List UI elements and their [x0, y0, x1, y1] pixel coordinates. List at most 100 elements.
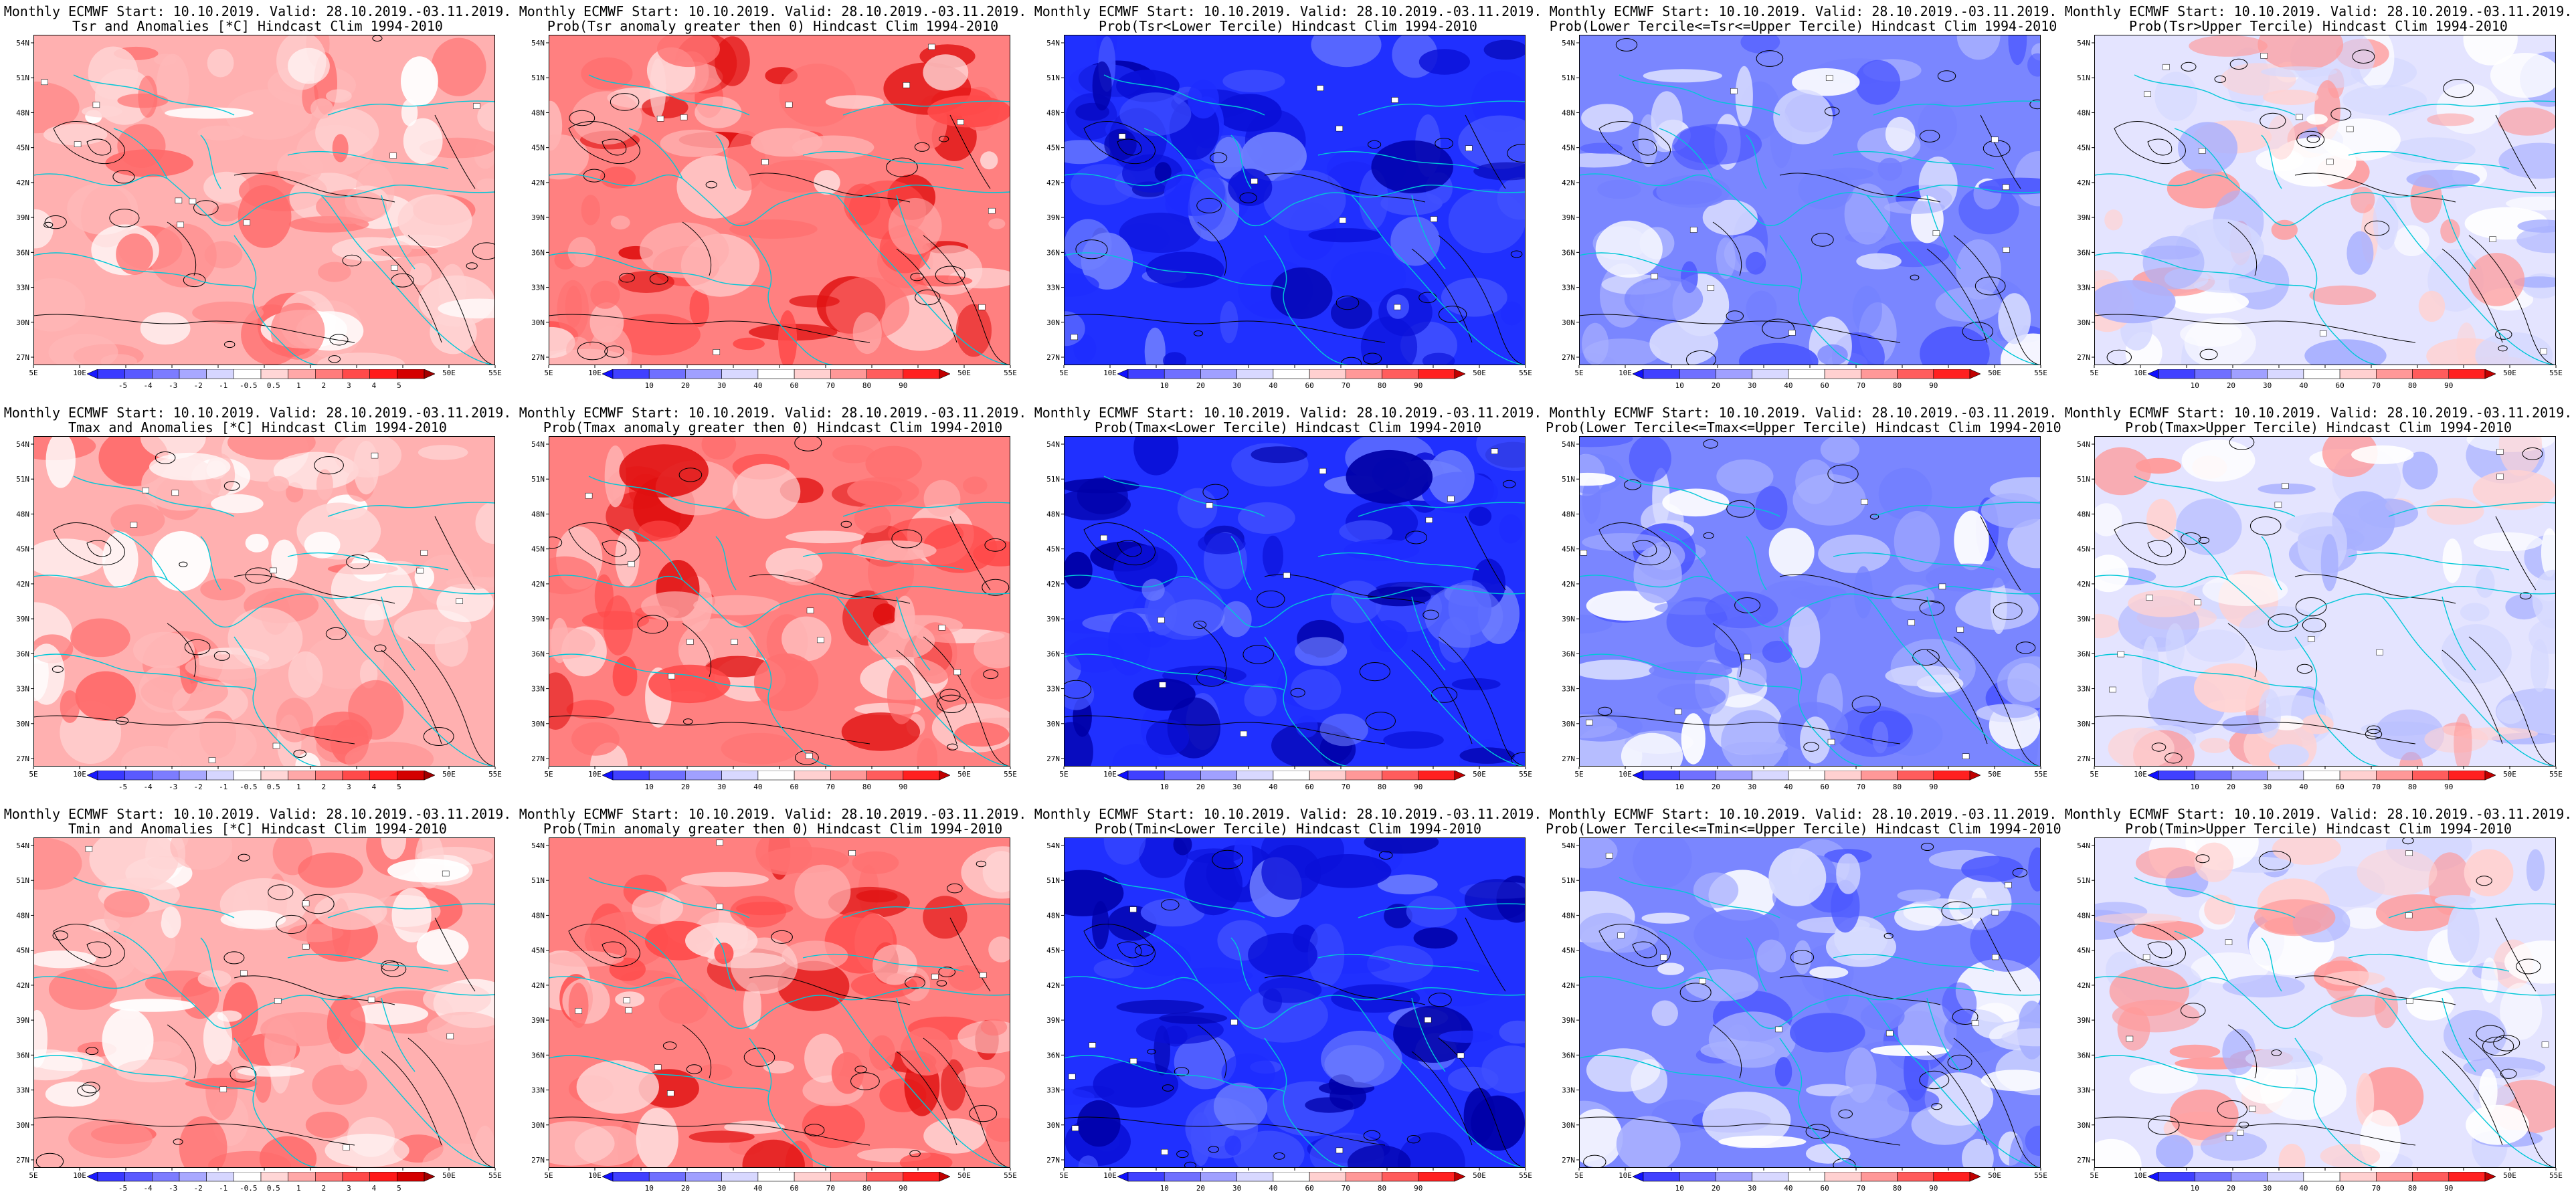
lat-tick-label: 33N — [1562, 284, 1575, 292]
panel-title-line1: Monthly ECMWF Start: 10.10.2019. Valid: … — [2064, 806, 2573, 822]
lon-tick-label: 5E — [1059, 770, 1068, 779]
lon-tick-label: 55E — [488, 770, 502, 779]
lat-tick-label: 36N — [531, 248, 545, 257]
lat-tick-label: 39N — [16, 1016, 29, 1025]
map-panel-anomaly: Monthly ECMWF Start: 10.10.2019. Valid: … — [0, 401, 515, 803]
lat-tick-label: 45N — [531, 545, 545, 554]
colorbar-label: 80 — [862, 783, 871, 791]
map-field — [1064, 35, 1526, 365]
colorbar-label: 70 — [1857, 1184, 1865, 1193]
lat-tick-label: 30N — [531, 720, 545, 728]
lat-tick-label: 39N — [1046, 213, 1060, 222]
lat-tick-label: 30N — [16, 720, 29, 728]
colorbar-label: -2 — [194, 783, 203, 791]
colorbar-label: -4 — [143, 783, 153, 791]
colorbar-label: 60 — [1305, 381, 1313, 390]
map-plot-area — [1579, 35, 2041, 365]
map-panel-lower: Monthly ECMWF Start: 10.10.2019. Valid: … — [1030, 0, 1546, 401]
lat-tick-label: 39N — [1046, 1016, 1060, 1025]
lat-tick-label: 27N — [1046, 353, 1060, 362]
lat-tick-label: 33N — [1046, 685, 1060, 694]
lat-tick-label: 42N — [16, 179, 29, 187]
colorbar: 10 20 30 40 60 70 80 90 — [2148, 1172, 2496, 1193]
lon-tick-label: 5E — [29, 770, 37, 779]
map-panel-middle: Monthly ECMWF Start: 10.10.2019. Valid: … — [1546, 0, 2061, 401]
lat-tick-label: 54N — [531, 39, 545, 47]
map-field — [1579, 35, 2041, 365]
lat-tick-label: 27N — [1562, 755, 1575, 763]
colorbar-label: -2 — [194, 1184, 203, 1193]
colorbar-label: 90 — [899, 381, 907, 390]
colorbar-label: 90 — [899, 1184, 907, 1193]
panel-title-line1: Monthly ECMWF Start: 10.10.2019. Valid: … — [1034, 405, 1542, 421]
colorbar-label: 10 — [1160, 1184, 1169, 1193]
colorbar-label: 60 — [1305, 783, 1313, 791]
colorbar: 10 20 30 40 60 70 80 90 — [602, 771, 950, 791]
colorbar-label: 30 — [1232, 381, 1241, 390]
colorbar: -5 -4 -3 -2 -1 -0.5 0.5 1 2 3 4 5 — [87, 771, 435, 791]
panel-title-line1: Monthly ECMWF Start: 10.10.2019. Valid: … — [1549, 405, 2057, 421]
lat-tick-label: 39N — [1562, 213, 1575, 222]
colorbar-label: 90 — [1929, 381, 1938, 390]
lat-tick-label: 48N — [1046, 108, 1060, 117]
colorbar-label: 4 — [372, 381, 377, 390]
panel-title-line2: Prob(Tsr<Lower Tercile) Hindcast Clim 19… — [1099, 18, 1477, 34]
lat-tick-label: 45N — [2077, 946, 2090, 955]
colorbar-label: 80 — [1893, 1184, 1902, 1193]
colorbar-label: 80 — [1378, 381, 1386, 390]
lat-tick-label: 45N — [1046, 144, 1060, 153]
lat-tick-label: 54N — [2077, 440, 2090, 449]
panel-title-line1: Monthly ECMWF Start: 10.10.2019. Valid: … — [1549, 806, 2057, 822]
lat-tick-label: 30N — [1046, 1121, 1060, 1130]
lon-tick-label: 50E — [1988, 369, 2001, 377]
lat-tick-label: 39N — [16, 615, 29, 623]
map-field — [1579, 436, 2041, 767]
lon-tick-label: 5E — [544, 369, 553, 377]
lat-tick-label: 48N — [16, 510, 29, 518]
lat-tick-label: 39N — [1562, 615, 1575, 623]
lat-tick-label: 36N — [1562, 1051, 1575, 1060]
colorbar-label: 70 — [1857, 783, 1865, 791]
colorbar-label: 5 — [397, 1184, 401, 1193]
colorbar-label: 10 — [1675, 1184, 1684, 1193]
lon-tick-label: 10E — [588, 1171, 602, 1180]
lat-tick-label: 42N — [2077, 981, 2090, 990]
lat-tick-label: 33N — [531, 685, 545, 694]
colorbar-label: 40 — [1269, 783, 1277, 791]
map-field — [33, 436, 495, 767]
colorbar-label: 20 — [1196, 783, 1205, 791]
colorbar-label: 60 — [790, 381, 798, 390]
colorbar: 10 20 30 40 60 70 80 90 — [1117, 1172, 1465, 1193]
lon-tick-label: 50E — [1473, 369, 1486, 377]
map-plot-area — [2094, 35, 2556, 365]
lat-tick-label: 36N — [1046, 1051, 1060, 1060]
colorbar-label: 70 — [826, 1184, 835, 1193]
colorbar-label: 90 — [2444, 1184, 2453, 1193]
lat-tick-label: 48N — [1046, 510, 1060, 518]
colorbar-label: 40 — [2299, 1184, 2308, 1193]
colorbar-label: 10 — [2191, 1184, 2199, 1193]
lon-tick-label: 5E — [2090, 369, 2098, 377]
lat-tick-label: 30N — [1562, 318, 1575, 327]
map-plot-area — [2094, 436, 2556, 767]
lat-tick-label: 54N — [1046, 841, 1060, 850]
lat-tick-label: 42N — [1046, 981, 1060, 990]
colorbar-label: 20 — [1196, 1184, 1205, 1193]
lat-tick-label: 45N — [2077, 545, 2090, 554]
lat-tick-label: 45N — [2077, 144, 2090, 153]
colorbar-label: 40 — [1784, 783, 1792, 791]
colorbar-label: 70 — [1342, 381, 1350, 390]
lat-tick-label: 27N — [531, 1156, 545, 1165]
lat-tick-label: 51N — [1046, 74, 1060, 82]
lon-tick-label: 55E — [488, 1171, 502, 1180]
colorbar-label: -3 — [169, 783, 177, 791]
lat-tick-label: 30N — [1562, 720, 1575, 728]
panel-title-line1: Monthly ECMWF Start: 10.10.2019. Valid: … — [3, 405, 512, 421]
colorbar-label: 40 — [1784, 1184, 1792, 1193]
colorbar-label: 20 — [1196, 381, 1205, 390]
colorbar-label: -1 — [219, 1184, 227, 1193]
lat-tick-label: 45N — [16, 545, 29, 554]
lat-tick-label: 33N — [16, 284, 29, 292]
colorbar-label: 10 — [1675, 783, 1684, 791]
lat-tick-label: 30N — [1562, 1121, 1575, 1130]
